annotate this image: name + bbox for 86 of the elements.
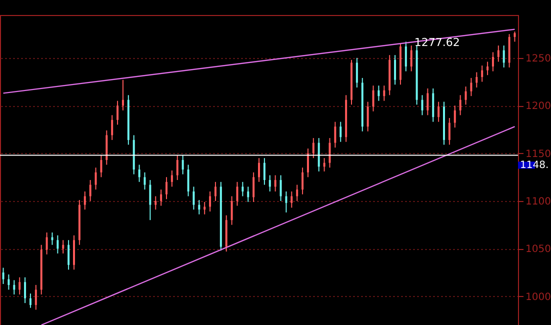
candlestick xyxy=(144,172,146,190)
candlestick xyxy=(29,293,32,308)
candlestick xyxy=(94,167,97,190)
candlestick xyxy=(242,181,244,197)
y-tick-label: 1150 xyxy=(526,148,551,160)
candlestick xyxy=(252,172,255,202)
candlestick xyxy=(285,190,288,213)
candlestick xyxy=(68,240,70,270)
candlestick xyxy=(274,174,276,192)
candlestick xyxy=(89,180,92,202)
candlestick xyxy=(459,94,462,116)
candlestick xyxy=(236,181,238,206)
candlestick xyxy=(404,41,407,72)
candlestick xyxy=(84,190,86,210)
candlestick xyxy=(318,138,320,172)
y-tick-label: 1100 xyxy=(526,196,551,208)
candlestick xyxy=(366,101,369,132)
candlestick xyxy=(154,196,157,210)
candlestick xyxy=(312,138,314,159)
y-tick-label: 1050 xyxy=(526,244,551,256)
candlestick xyxy=(410,45,412,72)
candlestick xyxy=(13,280,16,295)
candlestick xyxy=(18,276,21,295)
candlestick xyxy=(122,79,124,111)
y-tick-label: 1250 xyxy=(526,53,551,64)
candlestick xyxy=(481,65,484,82)
candlestick xyxy=(160,189,162,206)
candlestick xyxy=(378,85,380,102)
y-tick-label: 1200 xyxy=(526,101,551,112)
candlestick xyxy=(328,138,331,168)
candlestick xyxy=(486,61,489,76)
candlestick xyxy=(111,114,114,140)
candlestick xyxy=(116,100,119,126)
candlestick xyxy=(166,176,168,200)
candlestick xyxy=(24,276,26,304)
candlestick xyxy=(62,240,64,254)
y-tick-label: 1000 xyxy=(526,292,551,303)
candlestick xyxy=(2,267,4,284)
candlestick xyxy=(426,88,429,116)
candlestick xyxy=(230,196,233,226)
candlestick xyxy=(438,101,440,122)
candlestick xyxy=(8,274,10,290)
candlestick xyxy=(149,180,152,221)
candlestick xyxy=(470,77,472,97)
candlestick xyxy=(290,190,293,208)
candlestick xyxy=(454,105,456,128)
candlestick xyxy=(432,88,434,122)
candlestick xyxy=(258,158,260,182)
candlestick xyxy=(280,174,282,202)
candlestick xyxy=(198,200,200,215)
candlestick xyxy=(306,148,309,178)
candlestick xyxy=(247,186,250,202)
candlestick xyxy=(497,45,500,62)
candlestick xyxy=(268,174,271,192)
annotation: 1277.62 xyxy=(414,36,460,49)
candlestick xyxy=(138,164,140,182)
candlestick xyxy=(514,31,516,42)
candlestick xyxy=(192,186,195,210)
candlestick xyxy=(356,57,358,88)
candlestick xyxy=(263,158,266,186)
candlestick xyxy=(46,232,48,255)
candlestick xyxy=(492,52,494,72)
candlestick xyxy=(170,170,173,188)
candlestick xyxy=(296,184,298,202)
candlestick xyxy=(209,190,212,212)
candlestick xyxy=(56,234,59,254)
candlestick xyxy=(182,154,184,175)
candlestick xyxy=(394,54,396,86)
candlestick xyxy=(340,121,342,142)
candlestick xyxy=(323,158,326,172)
candlestick xyxy=(34,284,37,310)
candlestick xyxy=(476,72,478,88)
candlestick xyxy=(448,118,450,146)
candlestick xyxy=(383,85,386,102)
candlestick xyxy=(51,232,54,246)
candlestick xyxy=(176,154,178,181)
candlestick xyxy=(214,181,216,202)
candlestick xyxy=(100,154,102,178)
candlestick xyxy=(372,85,374,112)
candlestick xyxy=(334,121,336,148)
candlestick xyxy=(421,94,424,116)
candlestick xyxy=(464,86,467,106)
candlestick xyxy=(302,167,304,195)
candlestick xyxy=(204,201,206,215)
candlestick xyxy=(187,164,190,197)
candlestick xyxy=(502,45,505,68)
